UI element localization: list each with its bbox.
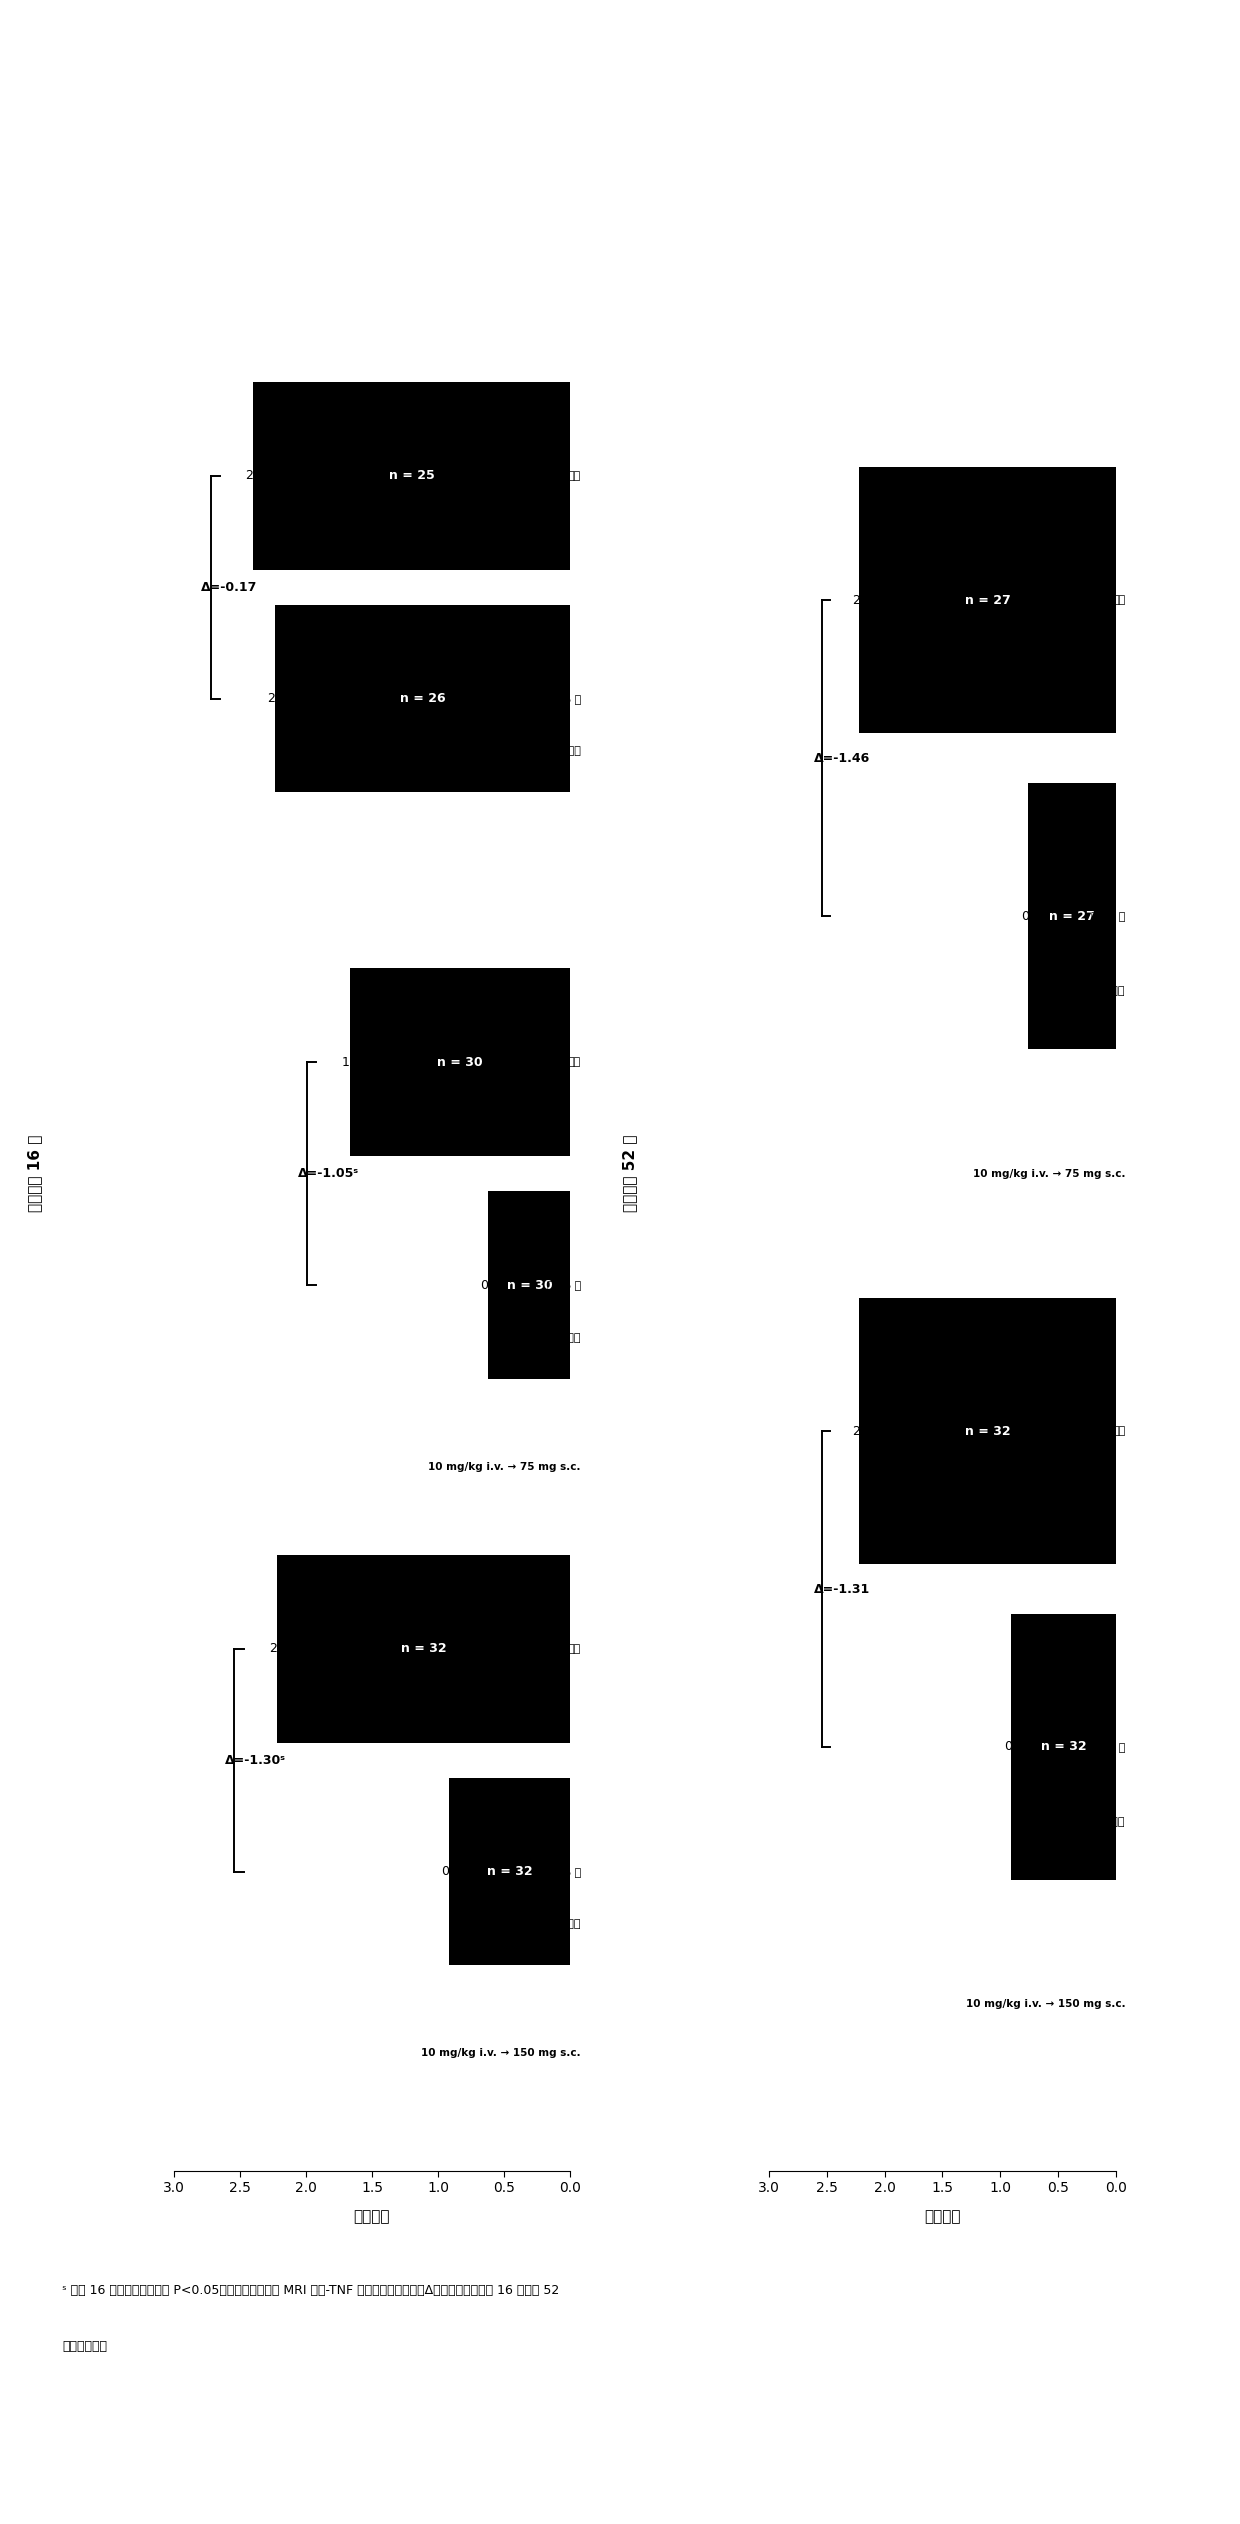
Text: 基线: 基线 (568, 1643, 582, 1653)
Text: 2.22: 2.22 (852, 593, 879, 606)
Bar (859, 467, 1116, 734)
Text: ˢ 在第 16 周相对于安慰剂的 P<0.05。数据来自进行了 MRI 的抗-TNF 未经历的亚群对象。Δ，分别是基线至第 16 周或第 52: ˢ 在第 16 周相对于安慰剂的 P<0.05。数据来自进行了 MRI 的抗-T… (62, 2284, 559, 2297)
Text: 第 52 周: 第 52 周 (1091, 1742, 1125, 1752)
Text: 10 mg/kg i.v. → 75 mg s.c.: 10 mg/kg i.v. → 75 mg s.c. (972, 1169, 1125, 1179)
Text: 基线: 基线 (568, 1058, 582, 1068)
Text: 苏金单抗: 苏金单抗 (554, 1918, 582, 1928)
Text: n = 32: n = 32 (1040, 1742, 1086, 1754)
Text: n = 26: n = 26 (401, 692, 445, 704)
Bar (350, 969, 570, 1156)
Text: Δ=-1.46: Δ=-1.46 (813, 752, 870, 765)
Bar (1028, 782, 1116, 1050)
Text: 0.76: 0.76 (1021, 909, 1049, 924)
Text: n = 32: n = 32 (965, 1424, 1011, 1439)
Text: n = 32: n = 32 (487, 1865, 532, 1878)
Text: 第 16 周: 第 16 周 (547, 694, 582, 704)
Text: 苏金单抗: 苏金单抗 (554, 1333, 582, 1343)
Text: 苏金单抗: 苏金单抗 (1099, 1817, 1125, 1827)
Text: 苏金单抗: 苏金单抗 (1099, 987, 1125, 997)
Bar (449, 1777, 570, 1966)
Text: 10 mg/kg i.v. → 150 mg s.c.: 10 mg/kg i.v. → 150 mg s.c. (966, 1999, 1125, 2009)
X-axis label: 炎症积分: 炎症积分 (353, 2208, 391, 2224)
Text: 第 16 周: 第 16 周 (547, 1280, 582, 1290)
Text: 安慰剂: 安慰剂 (562, 747, 582, 757)
Text: 基线: 基线 (1112, 596, 1125, 606)
Text: n = 25: n = 25 (389, 469, 434, 482)
Text: n = 30: n = 30 (507, 1280, 552, 1292)
Bar (277, 1555, 570, 1742)
Text: n = 30: n = 30 (438, 1055, 482, 1068)
Text: n = 27: n = 27 (1049, 909, 1095, 924)
Text: n = 27: n = 27 (965, 593, 1011, 606)
Text: Δ=-1.05ˢ: Δ=-1.05ˢ (298, 1166, 360, 1181)
Bar (275, 606, 570, 793)
Text: 0.62: 0.62 (480, 1280, 508, 1292)
Text: 基线至第 52 周: 基线至第 52 周 (622, 1136, 637, 1212)
Text: Δ=-1.31: Δ=-1.31 (813, 1583, 870, 1595)
Bar (859, 1297, 1116, 1565)
Text: 周的平均变化: 周的平均变化 (62, 2340, 107, 2352)
Text: 10 mg/kg i.v. → 75 mg s.c.: 10 mg/kg i.v. → 75 mg s.c. (429, 1461, 582, 1471)
Text: n = 32: n = 32 (401, 1643, 446, 1656)
Text: 第 16 周: 第 16 周 (547, 1868, 582, 1875)
Bar (1011, 1613, 1116, 1880)
Text: 2.22: 2.22 (269, 1643, 296, 1656)
Bar (489, 1191, 570, 1378)
Text: 基线: 基线 (568, 472, 582, 480)
Text: Δ=-0.17: Δ=-0.17 (201, 581, 258, 593)
X-axis label: 炎症积分: 炎症积分 (924, 2208, 961, 2224)
Text: 0.92: 0.92 (440, 1865, 469, 1878)
Text: 基线: 基线 (1112, 1426, 1125, 1436)
Text: 1.67: 1.67 (341, 1055, 370, 1068)
Text: 2.22: 2.22 (852, 1424, 879, 1439)
Text: 10 mg/kg i.v. → 150 mg s.c.: 10 mg/kg i.v. → 150 mg s.c. (422, 2049, 582, 2060)
Text: 第 52 周: 第 52 周 (1091, 911, 1125, 921)
Text: 2.4: 2.4 (246, 469, 265, 482)
Text: Δ=-1.30ˢ: Δ=-1.30ˢ (226, 1754, 286, 1767)
Bar (253, 381, 570, 570)
Text: 0.91: 0.91 (1003, 1742, 1032, 1754)
Text: 基线至第 16 周: 基线至第 16 周 (27, 1136, 42, 1212)
Text: 2.23: 2.23 (268, 692, 295, 704)
